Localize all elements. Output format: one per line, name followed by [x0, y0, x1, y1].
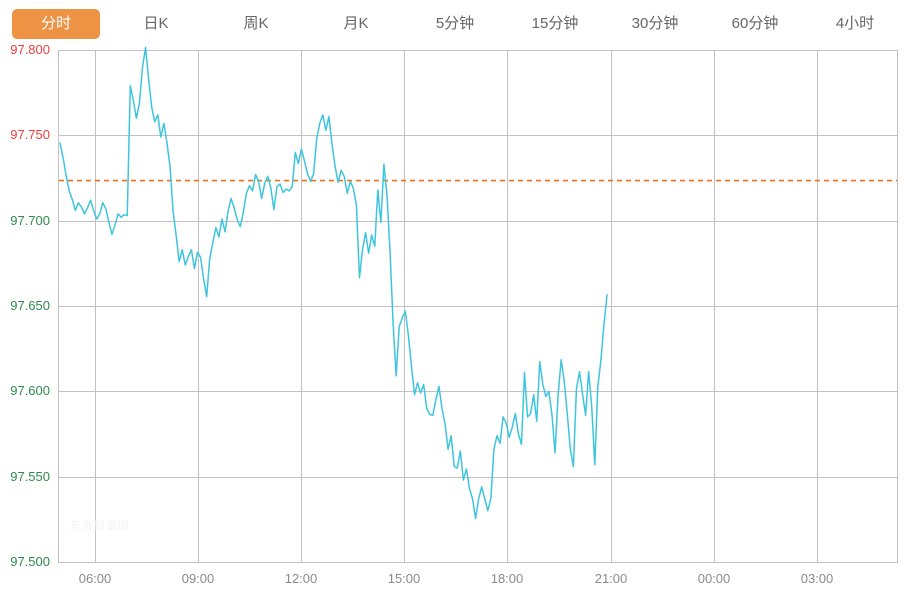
timeframe-tab-bar: 分时 日K 周K 月K 5分钟 15分钟 30分钟 60分钟 4小时	[0, 0, 910, 42]
x-axis-tick-label: 03:00	[800, 571, 834, 586]
gridline-vertical	[198, 50, 199, 562]
gridline-vertical	[817, 50, 818, 562]
y-axis-tick-label: 97.500	[10, 554, 50, 569]
price-line	[59, 46, 608, 520]
gridline-horizontal	[58, 135, 897, 136]
timeframe-tab-7[interactable]: 60分钟	[731, 15, 779, 32]
y-axis-tick-label: 97.600	[10, 383, 50, 398]
timeframe-tab-1[interactable]: 日K	[143, 15, 169, 32]
gridline-vertical	[507, 50, 508, 562]
gridline-horizontal	[58, 477, 897, 478]
gridline-horizontal	[58, 221, 897, 222]
x-axis-tick-label: 15:00	[387, 571, 421, 586]
timeframe-tab-4[interactable]: 5分钟	[435, 15, 475, 32]
x-axis-tick-label: 21:00	[594, 571, 628, 586]
gridline-horizontal	[58, 391, 897, 392]
plot-frame	[58, 50, 898, 563]
gridline-vertical	[611, 50, 612, 562]
watermark: 东方财富网	[70, 520, 130, 532]
y-axis-tick-label: 97.800	[10, 42, 50, 57]
gridline-vertical	[404, 50, 405, 562]
y-axis-tick-label: 97.700	[10, 213, 50, 228]
y-axis-tick-label: 97.650	[10, 298, 50, 313]
x-axis-tick-label: 06:00	[78, 571, 112, 586]
timeframe-tab-5[interactable]: 15分钟	[531, 15, 579, 32]
y-axis-tick-label: 97.550	[10, 469, 50, 484]
gridline-vertical	[301, 50, 302, 562]
timeframe-tab-0[interactable]: 分时	[12, 9, 100, 39]
x-axis-tick-label: 00:00	[697, 571, 731, 586]
timeframe-tab-8[interactable]: 4小时	[835, 15, 875, 32]
x-axis-tick-label: 12:00	[284, 571, 318, 586]
timeframe-tab-3[interactable]: 月K	[343, 15, 369, 32]
gridline-vertical	[714, 50, 715, 562]
timeframe-tab-6[interactable]: 30分钟	[631, 15, 679, 32]
timeframe-tab-2[interactable]: 周K	[243, 15, 269, 32]
x-axis-tick-label: 18:00	[490, 571, 524, 586]
y-axis-tick-label: 97.750	[10, 127, 50, 142]
gridline-vertical	[95, 50, 96, 562]
gridline-horizontal	[58, 306, 897, 307]
x-axis-tick-label: 09:00	[181, 571, 215, 586]
